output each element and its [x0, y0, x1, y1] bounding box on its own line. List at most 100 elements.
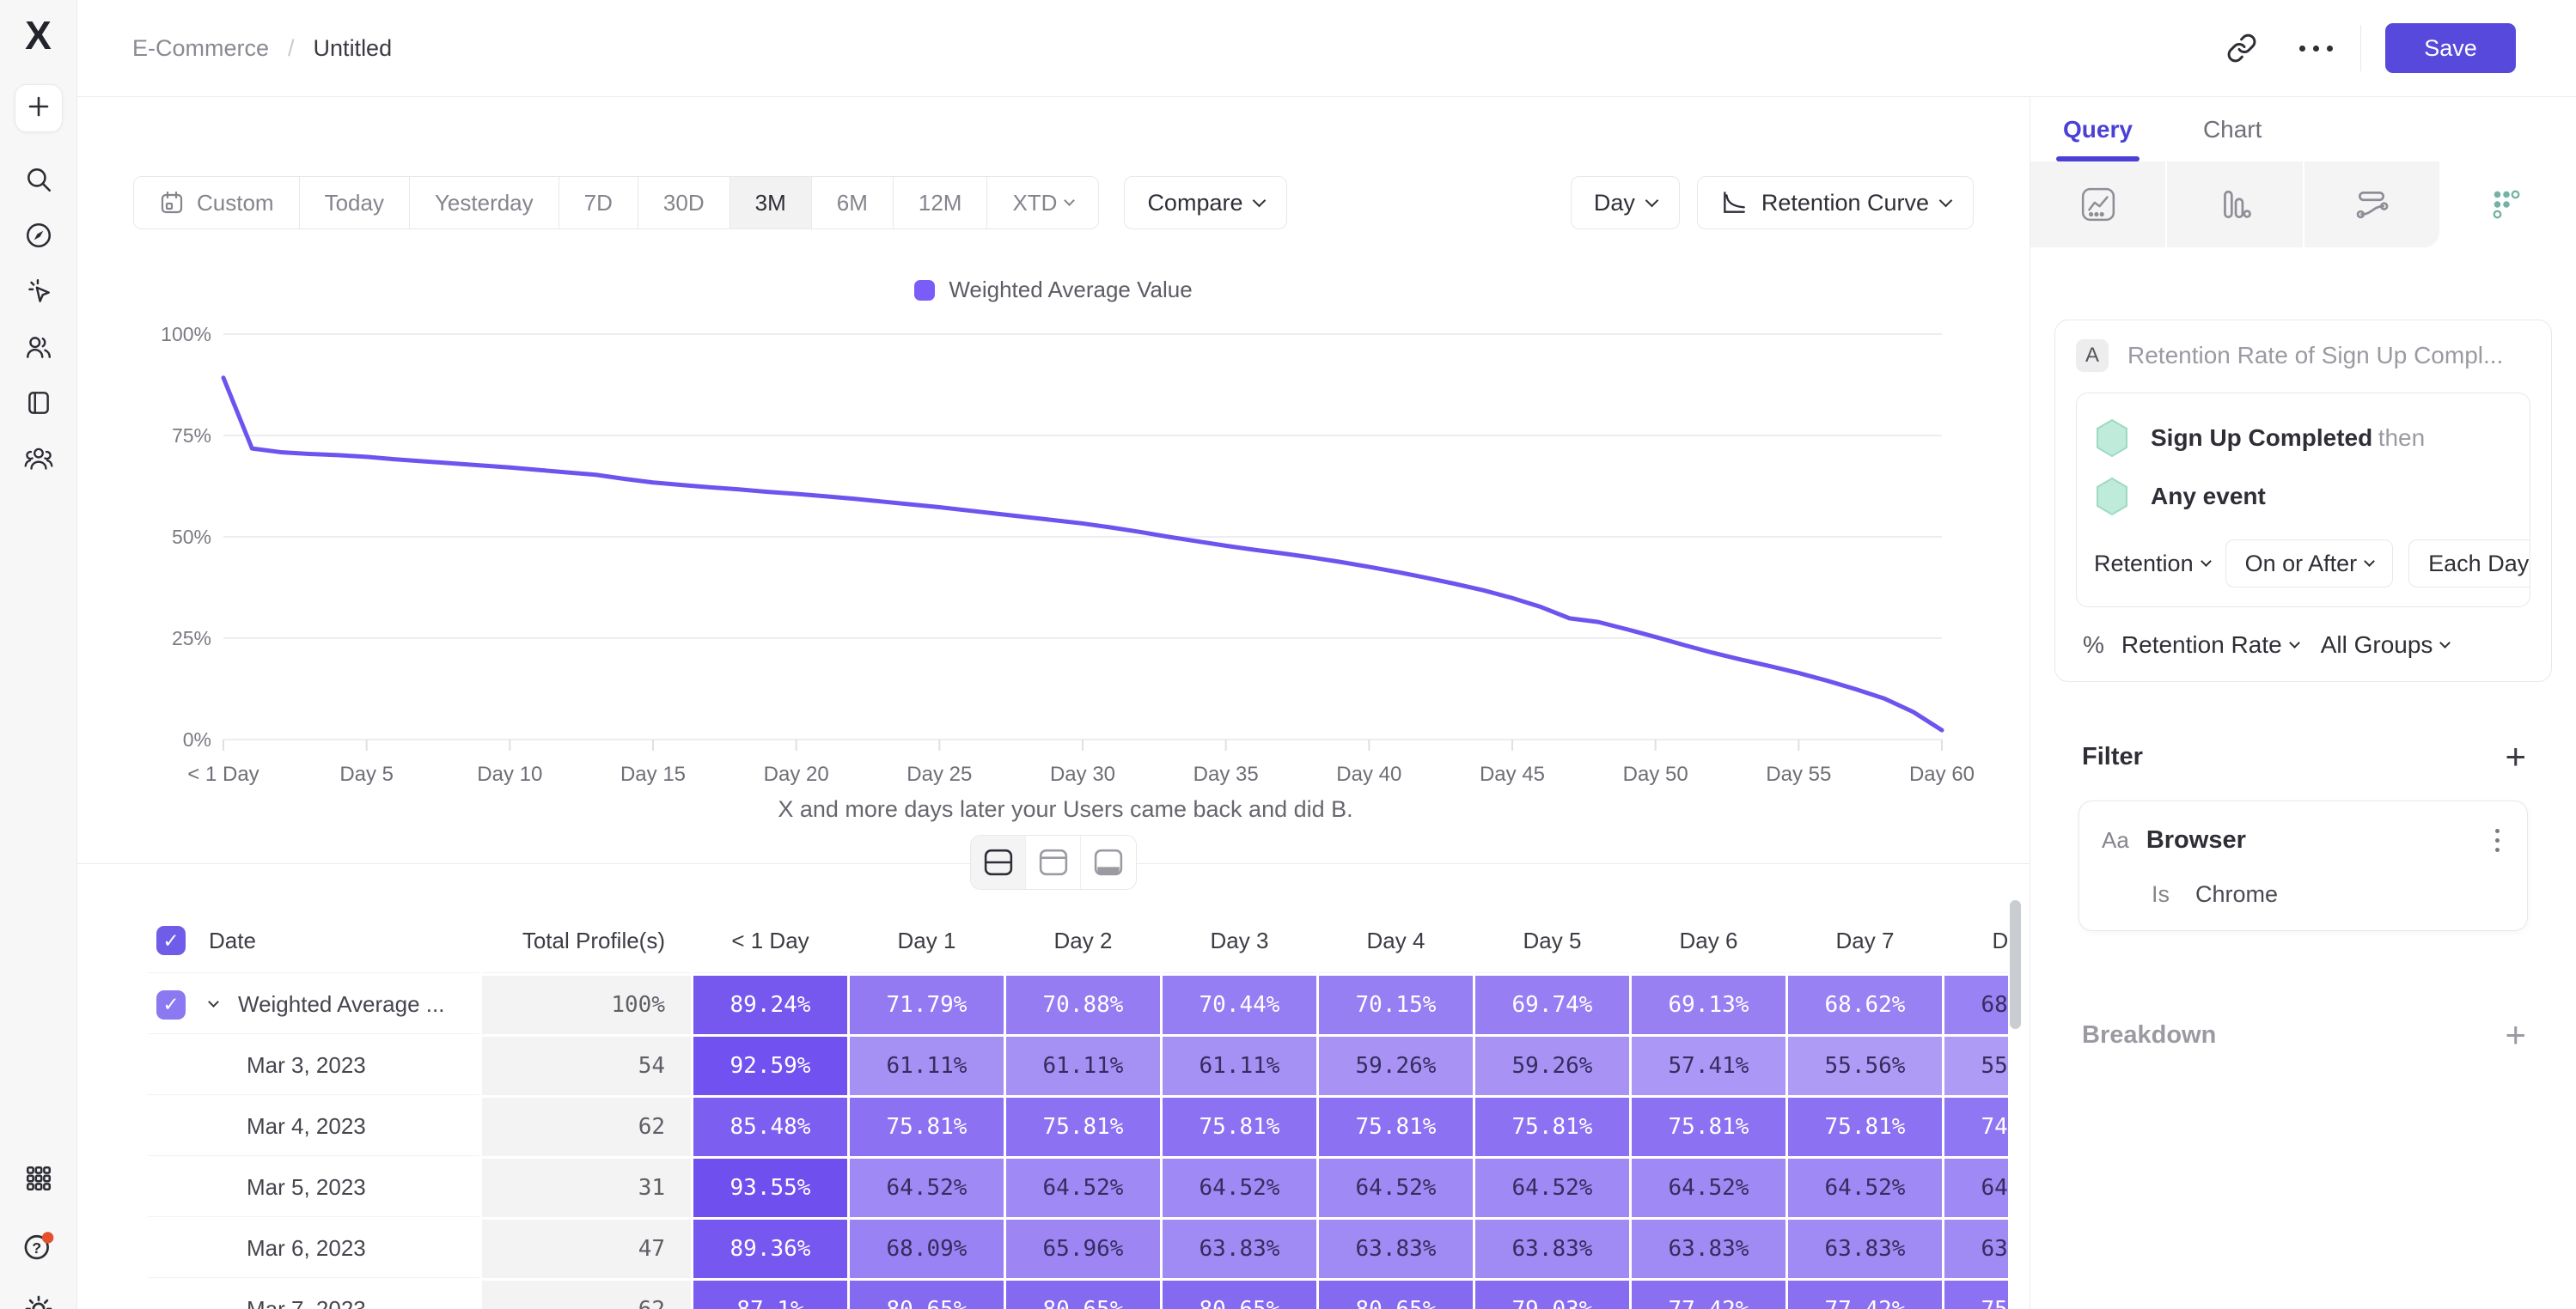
topbar: E-Commerce / Untitled Save [77, 0, 2576, 97]
retention-cell: 92.59% [693, 1037, 847, 1095]
apps-grid-icon[interactable] [11, 1150, 66, 1206]
table-row: Mar 7, 20236287.1%80.65%80.65%80.65%80.6… [148, 1281, 2008, 1309]
tab-chart[interactable]: Chart [2202, 115, 2262, 143]
date-range-6m[interactable]: 6M [811, 177, 894, 228]
add-breakdown-icon[interactable]: + [2505, 1014, 2526, 1055]
chevron-down-icon [2364, 555, 2376, 567]
svg-text:50%: 50% [172, 526, 211, 548]
chevron-down-icon [2288, 636, 2300, 648]
row-label: Mar 6, 2023 [247, 1235, 366, 1261]
date-range-7d[interactable]: 7D [559, 177, 638, 228]
svg-text:?: ? [32, 1239, 41, 1256]
percent-icon: % [2083, 631, 2104, 658]
string-type-icon: Aa [2102, 827, 2129, 853]
retention-icon[interactable] [2439, 161, 2576, 247]
return-event-name: Any event [2151, 483, 2266, 509]
compare-button[interactable]: Compare [1124, 176, 1288, 229]
date-range-custom[interactable]: Custom [134, 177, 300, 228]
retention-cell: 55.56% [1788, 1037, 1942, 1095]
measure-dropdown[interactable]: Retention Rate [2121, 631, 2300, 659]
users-icon[interactable] [11, 319, 66, 374]
retention-cell: 80.65% [850, 1281, 1004, 1309]
retention-mode-dropdown[interactable]: Retention [2094, 551, 2212, 577]
svg-text:Day 20: Day 20 [764, 763, 829, 786]
first-event-row[interactable]: Sign Up Completed then [2094, 409, 2512, 467]
settings-gear-icon[interactable] [11, 1281, 66, 1309]
svg-text:Day 25: Day 25 [906, 763, 972, 786]
compass-icon[interactable] [11, 207, 66, 263]
chart-area: 100% 75% 50% 25% 0% < 1 Day Day 5 Day 10 Day 15 D… [137, 323, 2030, 796]
granularity-dropdown[interactable]: Day [1570, 176, 1680, 229]
header-day-8: Day 8 [1944, 909, 2008, 973]
retention-cell: 64.52% [1163, 1159, 1316, 1217]
notification-dot [41, 1231, 53, 1244]
svg-text:< 1 Day: < 1 Day [187, 763, 259, 786]
window-mode-dropdown[interactable]: On or After [2225, 539, 2394, 588]
header-day-4: Day 4 [1319, 909, 1473, 973]
search-icon[interactable] [11, 151, 66, 207]
interval-dropdown[interactable]: Each Day [2408, 539, 2530, 588]
query-step-header[interactable]: A Retention Rate of Sign Up Compl... [2076, 339, 2530, 372]
breadcrumb-workspace[interactable]: E-Commerce [132, 34, 270, 61]
layout-bottom-icon[interactable] [1081, 836, 1136, 889]
flows-icon[interactable] [2304, 161, 2439, 247]
select-all-checkbox[interactable]: ✓ [156, 926, 186, 955]
retention-cell: 64.52% [1632, 1159, 1785, 1217]
filter-header: Filter + [2082, 739, 2526, 775]
row-checkbox[interactable]: ✓ [156, 989, 186, 1020]
insights-icon[interactable] [2030, 161, 2168, 247]
breadcrumb-report-title[interactable]: Untitled [313, 34, 393, 61]
row-label: Mar 4, 2023 [247, 1113, 366, 1139]
total-profiles-cell: 31 [482, 1159, 691, 1217]
plus-icon [26, 94, 52, 124]
filter-title: Filter [2082, 742, 2143, 770]
date-range-today[interactable]: Today [299, 177, 410, 228]
filter-condition-row: Is Chrome [2152, 881, 2505, 908]
filter-card: Aa Browser Is Chrome [2079, 801, 2528, 931]
cohorts-icon[interactable] [11, 430, 66, 486]
date-range-12m[interactable]: 12M [893, 177, 988, 228]
chevron-down-icon [1253, 193, 1267, 207]
expand-row-chevron-icon[interactable] [208, 996, 219, 1008]
content-row: Custom Today Yesterday 7D 30D 3M 6M 12M XTD Comp… [77, 97, 2576, 1309]
layout-split-icon[interactable] [971, 836, 1026, 889]
svg-text:Day 45: Day 45 [1480, 763, 1545, 786]
table-scrollbar[interactable] [2010, 900, 2021, 1029]
notebook-icon[interactable] [11, 374, 66, 430]
retention-cell: 55.56% [1944, 1037, 2008, 1095]
filter-property[interactable]: Browser [2146, 826, 2246, 854]
help-icon[interactable]: ? [11, 1218, 66, 1274]
date-range-3m[interactable]: 3M [729, 177, 812, 228]
retention-cell: 69.74% [1475, 976, 1629, 1034]
layout-top-icon[interactable] [1026, 836, 1081, 889]
sidebar: X ? [0, 0, 77, 1309]
retention-cell: 65.96% [1006, 1220, 1160, 1278]
query-panel: Query Chart [2030, 97, 2576, 1309]
return-event-row[interactable]: Any event [2094, 467, 2512, 526]
filter-menu-icon[interactable] [2490, 824, 2505, 857]
date-range-xtd[interactable]: XTD [987, 177, 1099, 228]
retention-cell: 75.81% [1475, 1098, 1629, 1156]
more-options-icon[interactable] [2292, 24, 2340, 72]
add-filter-icon[interactable]: + [2505, 736, 2526, 776]
svg-text:Day 35: Day 35 [1193, 763, 1259, 786]
date-range-yesterday[interactable]: Yesterday [409, 177, 559, 228]
app-logo[interactable]: X [25, 13, 52, 58]
filter-operator[interactable]: Is [2152, 881, 2170, 907]
retention-cell: 63.83% [1475, 1220, 1629, 1278]
funnels-icon[interactable] [2167, 161, 2304, 247]
retention-cell: 80.65% [1163, 1281, 1316, 1309]
filter-value[interactable]: Chrome [2195, 881, 2279, 907]
retention-cell: 69.13% [1632, 976, 1785, 1034]
retention-cell: 68.09% [850, 1220, 1004, 1278]
chart-type-dropdown[interactable]: Retention Curve [1696, 176, 1974, 229]
copy-link-icon[interactable] [2218, 24, 2266, 72]
tab-query[interactable]: Query [2056, 97, 2140, 161]
groups-dropdown[interactable]: All Groups [2321, 631, 2451, 659]
save-button[interactable]: Save [2385, 23, 2516, 73]
date-range-30d[interactable]: 30D [638, 177, 730, 228]
events-cursor-icon[interactable] [11, 263, 66, 319]
new-report-button[interactable] [14, 84, 63, 132]
topbar-actions: Save [2218, 23, 2516, 73]
